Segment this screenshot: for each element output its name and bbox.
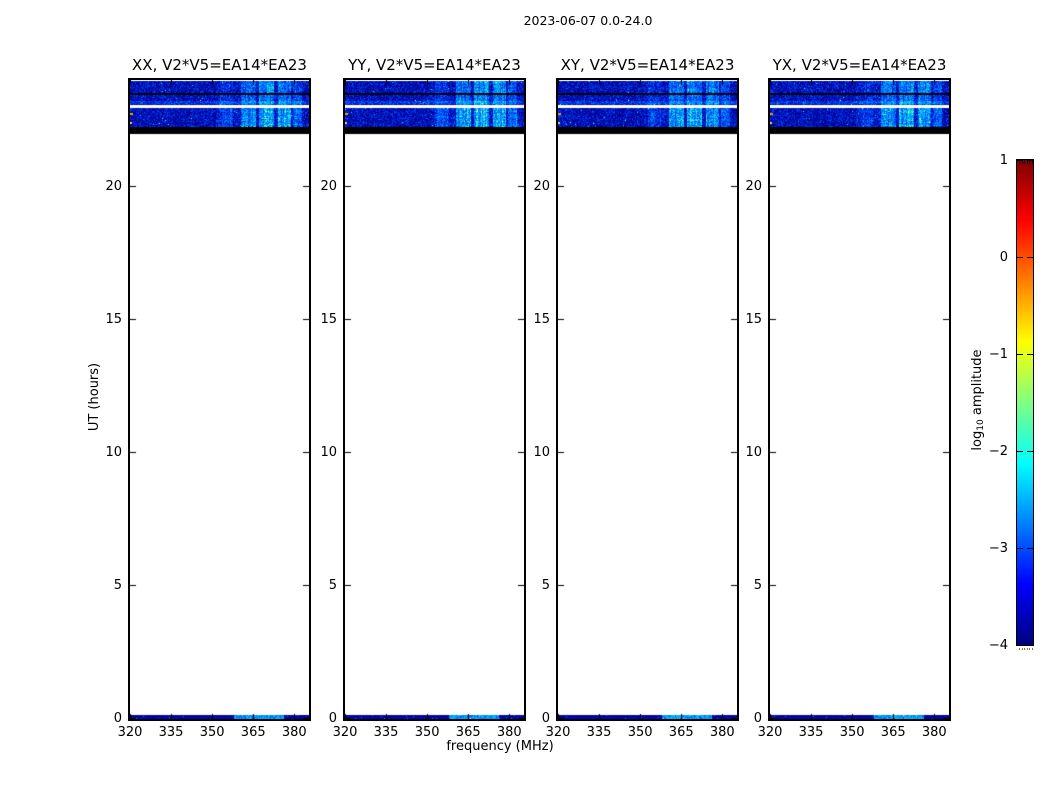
spectrogram-canvas — [558, 80, 737, 719]
colorbar-minor-dot — [1026, 648, 1028, 650]
colorbar — [1016, 159, 1034, 646]
colorbar-label-prefix: log — [970, 430, 985, 451]
colorbar-tick-label: −4 — [988, 637, 1008, 653]
colorbar-gradient — [1017, 160, 1033, 645]
colorbar-tick-label: 0 — [999, 249, 1008, 265]
x-tick-label: 335 — [586, 725, 612, 740]
colorbar-tick-label: −1 — [988, 346, 1008, 362]
x-tick-label: 350 — [199, 725, 225, 740]
y-tick-label: 20 — [533, 178, 550, 194]
x-tick-label: 335 — [158, 725, 184, 740]
y-tick-label: 20 — [745, 178, 762, 194]
y-tick-label: 5 — [541, 577, 550, 593]
x-tick-label: 320 — [332, 725, 358, 740]
colorbar-minor-tick — [1021, 160, 1023, 164]
colorbar-tick — [1027, 451, 1033, 453]
x-tick-label: 350 — [627, 725, 653, 740]
colorbar-minor-dot — [1029, 648, 1030, 650]
y-tick-label: 10 — [745, 444, 762, 460]
colorbar-label: log10 amplitude — [970, 325, 990, 475]
x-tick-label: 365 — [455, 725, 481, 740]
panel-title: XX, V2*V5=EA14*EA23 — [132, 56, 307, 74]
colorbar-tick — [1027, 257, 1033, 259]
colorbar-tick-label: −2 — [988, 443, 1008, 459]
colorbar-tick — [1017, 354, 1023, 356]
spectrogram-panel — [343, 78, 526, 721]
colorbar-tick — [1017, 548, 1023, 550]
figure-title: 2023-06-07 0.0-24.0 — [523, 13, 653, 28]
x-tick-label: 380 — [709, 725, 735, 740]
colorbar-minor-tick — [1029, 160, 1030, 164]
colorbar-tick — [1017, 160, 1023, 162]
colorbar-minor-dot — [1024, 648, 1025, 650]
y-tick-label: 0 — [753, 710, 762, 726]
colorbar-tick — [1027, 160, 1033, 162]
y-tick-label: 10 — [533, 444, 550, 460]
colorbar-minor-tick — [1024, 160, 1025, 164]
spectrogram-canvas — [770, 80, 949, 719]
colorbar-tick — [1017, 645, 1023, 647]
colorbar-minor-tick — [1026, 160, 1028, 164]
colorbar-tick — [1027, 548, 1033, 550]
spectrogram-canvas — [345, 80, 524, 719]
x-tick-label: 335 — [373, 725, 399, 740]
colorbar-minor-dot — [1019, 648, 1020, 650]
colorbar-tick — [1017, 257, 1023, 259]
y-tick-label: 0 — [541, 710, 550, 726]
x-tick-label: 380 — [496, 725, 522, 740]
colorbar-minor-tick — [1031, 160, 1033, 164]
y-tick-label: 5 — [328, 577, 337, 593]
x-tick-label: 335 — [798, 725, 824, 740]
y-tick-label: 20 — [105, 178, 122, 194]
x-tick-label: 350 — [414, 725, 440, 740]
colorbar-tick — [1017, 451, 1023, 453]
x-tick-label: 365 — [240, 725, 266, 740]
y-tick-label: 15 — [105, 311, 122, 327]
colorbar-tick — [1027, 645, 1033, 647]
spectrogram-panel — [556, 78, 739, 721]
colorbar-tick-label: −3 — [988, 540, 1008, 556]
x-axis-label: frequency (MHz) — [446, 739, 554, 754]
x-tick-label: 320 — [117, 725, 143, 740]
y-tick-label: 0 — [113, 710, 122, 726]
y-tick-label: 20 — [320, 178, 337, 194]
y-tick-label: 0 — [328, 710, 337, 726]
colorbar-minor-tick — [1019, 160, 1020, 164]
colorbar-label-sub: 10 — [976, 419, 986, 431]
x-tick-label: 380 — [281, 725, 307, 740]
colorbar-minor-dot — [1021, 648, 1023, 650]
x-tick-label: 320 — [545, 725, 571, 740]
colorbar-label-suffix: amplitude — [970, 349, 985, 420]
x-tick-label: 350 — [839, 725, 865, 740]
y-tick-label: 10 — [105, 444, 122, 460]
panel-title: XY, V2*V5=EA14*EA23 — [560, 56, 735, 74]
spectrogram-canvas — [130, 80, 309, 719]
y-tick-label: 15 — [533, 311, 550, 327]
colorbar-tick — [1027, 354, 1033, 356]
x-tick-label: 365 — [668, 725, 694, 740]
panel-title: YY, V2*V5=EA14*EA23 — [348, 56, 521, 74]
panel-title: YX, V2*V5=EA14*EA23 — [772, 56, 947, 74]
y-tick-label: 15 — [745, 311, 762, 327]
y-tick-label: 10 — [320, 444, 337, 460]
y-tick-label: 5 — [113, 577, 122, 593]
y-tick-label: 5 — [753, 577, 762, 593]
x-tick-label: 380 — [921, 725, 947, 740]
x-tick-label: 320 — [757, 725, 783, 740]
spectrogram-panel — [768, 78, 951, 721]
colorbar-tick-label: 1 — [999, 152, 1008, 168]
colorbar-minor-dot — [1031, 648, 1033, 650]
spectrogram-panel — [128, 78, 311, 721]
x-tick-label: 365 — [880, 725, 906, 740]
y-tick-label: 15 — [320, 311, 337, 327]
